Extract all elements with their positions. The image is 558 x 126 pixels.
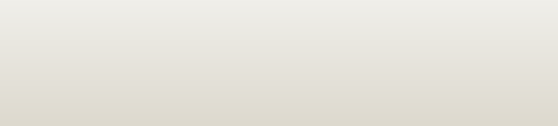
Text: Carbon (electronegativity of 2.5) bound to Hydrogen
(electronegativity of 2.1) i: Carbon (electronegativity of 2.5) bound …	[12, 8, 465, 83]
